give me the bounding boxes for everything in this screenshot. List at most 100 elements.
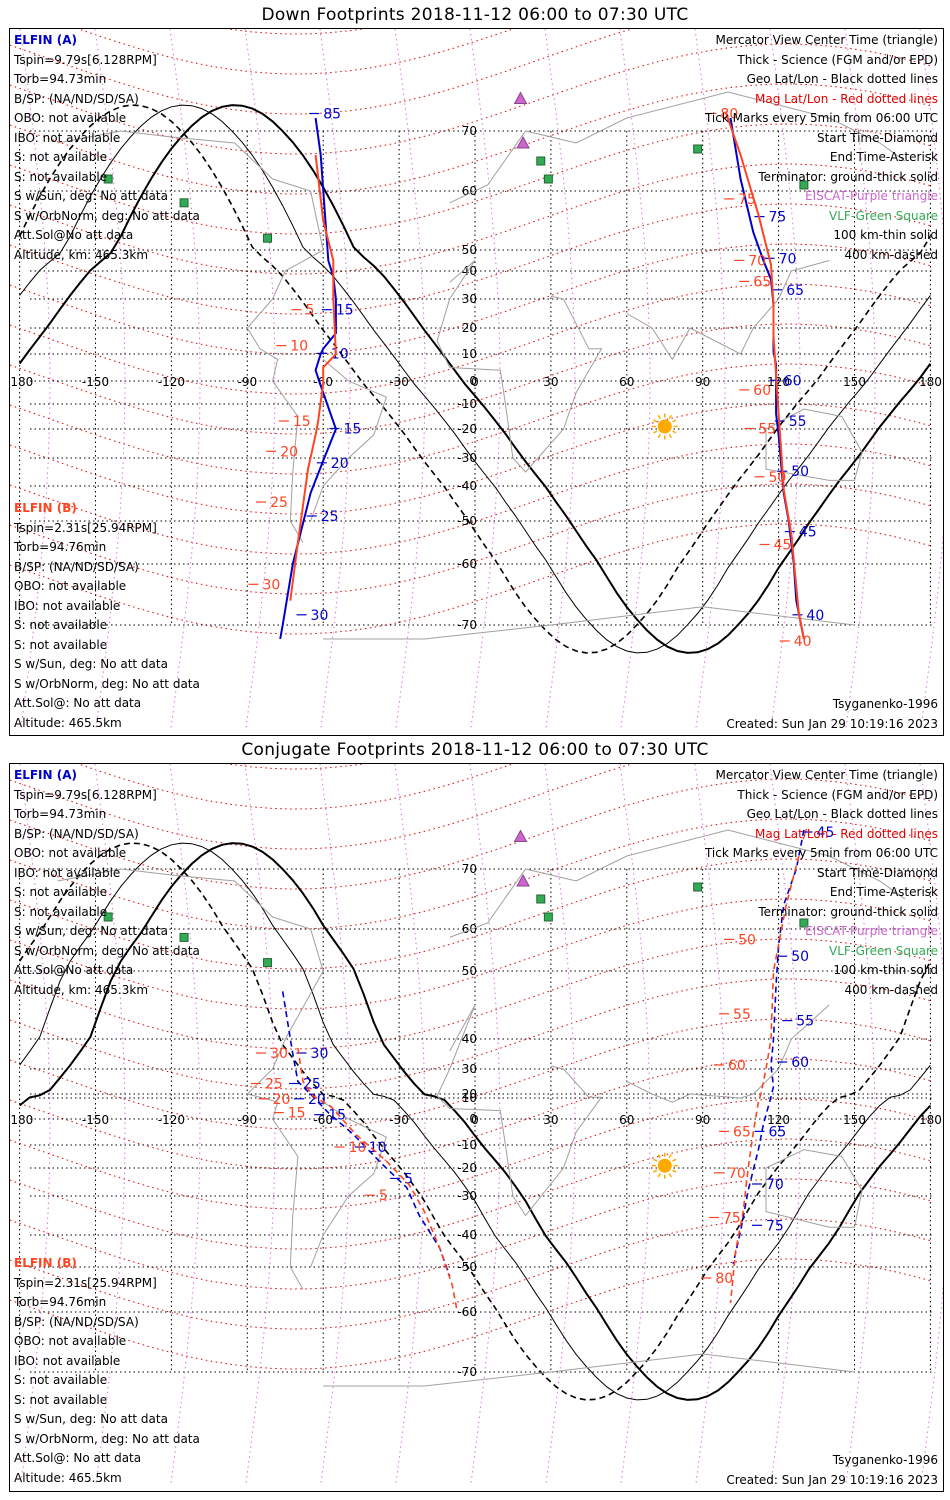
info-line: S: not available (14, 904, 108, 919)
mag-lat-line (10, 483, 931, 595)
tick-label: 40 (806, 608, 824, 624)
mag-lat-line (10, 323, 931, 435)
info-line: S: not available (14, 637, 108, 652)
info-line: S: not available (14, 1392, 108, 1407)
tick-label: 5 (305, 303, 314, 319)
mag-lat-line (10, 1098, 931, 1210)
mag-lon-line (394, 764, 426, 1485)
legend: Mercator View Center Time (triangle) Thi… (705, 766, 938, 1000)
sun-ray (653, 419, 658, 423)
mag-lat-line (10, 1138, 931, 1250)
mag-lat-line (10, 43, 931, 155)
tick-label: 30 (311, 608, 329, 624)
elfin-a-header: ELFIN (A) (14, 768, 77, 782)
legend-line: EISCAT-Purple triangle (805, 924, 938, 938)
info-line: Att.Sol@: No att data (14, 1451, 142, 1465)
tick-label: 75 (768, 210, 786, 226)
lat-tick-label: -10 (457, 1138, 477, 1152)
elfin-a-info: ELFIN (A) Tspin=9.79s[6.128RPM] Torb=94.… (14, 766, 200, 1000)
info-line: Torb=94.73min (14, 807, 107, 821)
sun-icon (651, 413, 678, 440)
mag-lon-line (469, 29, 501, 730)
info-line: OBO: not available (14, 111, 127, 125)
lat-tick-label: -10 (457, 397, 477, 411)
lon-tick-label: 120 (767, 375, 790, 389)
coastline (436, 1004, 603, 1217)
sun-ray (657, 433, 661, 439)
mag-lat-line (10, 778, 931, 890)
mag-lon-line (19, 764, 51, 1485)
coastline (765, 408, 863, 481)
mag-lat-line (77, 764, 515, 810)
vlf-square (799, 918, 809, 928)
legend-line: Geo Lat/Lon - Black dotted lines (746, 72, 938, 86)
sun-ray (668, 1154, 672, 1159)
mag-lon-line (619, 764, 651, 1485)
lon-tick-label: 90 (695, 1113, 710, 1127)
legend-line: 400 km-dashed (844, 982, 938, 997)
tick-label: 30 (311, 1046, 329, 1062)
legend-line: Mag Lat/Lon - Red dotted lines (754, 826, 938, 841)
lat-tick-label: 40 (462, 264, 477, 278)
lat-tick-label: 0 (469, 374, 477, 388)
tick-label: 45 (817, 825, 835, 841)
mag-lon-line (469, 764, 501, 1485)
coastline (323, 606, 855, 640)
coastline (57, 868, 324, 1290)
tick-label: 15 (336, 303, 354, 319)
tick-label: 15 (328, 1108, 346, 1124)
lat-tick-label: -40 (457, 1228, 477, 1242)
eiscat-triangle (516, 135, 530, 149)
info-line: Att.Sol@No att data (14, 228, 134, 242)
mag-lon-line (919, 764, 943, 1485)
tick-label: 5 (404, 1171, 413, 1187)
lon-tick-label: -150 (82, 1113, 109, 1127)
coastline (449, 829, 906, 938)
info-line: S: not available (14, 169, 108, 184)
sun-ray (672, 1169, 677, 1173)
lat-tick-label: 30 (462, 292, 477, 306)
tick-label: 50 (791, 949, 809, 965)
lat-tick-label: -60 (457, 1305, 477, 1319)
lon-tick-label: -60 (313, 1113, 333, 1127)
legend-line: Mercator View Center Time (triangle) (715, 768, 938, 782)
coastline (626, 1004, 830, 1103)
tick-label: 80 (720, 107, 738, 123)
mag-lon-line (94, 764, 126, 1485)
sun-icon (651, 1152, 678, 1179)
legend-line: Terminator: ground-thick solid (758, 904, 938, 919)
tick-label: 50 (791, 464, 809, 480)
tick-label: 5 (379, 1188, 388, 1204)
lon-tick-label: -180 (10, 375, 33, 389)
mag-lon-line (319, 29, 351, 730)
info-line: Altitude: 465.5km (14, 715, 122, 730)
info-line: Altitude, km: 465.3km (14, 982, 149, 997)
mag-lon-line (694, 29, 726, 730)
lon-tick-label: -120 (158, 1113, 185, 1127)
mag-lat-line (10, 764, 634, 850)
tick-label: 70 (779, 251, 797, 267)
elfin-a-header: ELFIN (A) (14, 33, 77, 47)
down-footprints-panel: -180 -150 -120 -90 -60 -30 0 30 60 90 120 150 180 70 6… (9, 28, 944, 736)
vlf-square (536, 156, 546, 166)
mag-lon-line (244, 29, 276, 730)
mag-lat-line (10, 1058, 931, 1170)
map-canvas: -180 -150 -120 -90 -60 -30 0 30 60 90 120 150 180 70 6… (10, 29, 943, 730)
info-line: IBO: not available (14, 1353, 121, 1368)
legend-line: 100 km-thin solid (833, 228, 938, 242)
legend-line: EISCAT-Purple triangle (805, 189, 938, 203)
mag-lon-line (319, 764, 351, 1485)
created-label: Created: Sun Jan 29 10:19:16 2023 (726, 1473, 938, 1487)
legend-line: VLF-Green Square (829, 208, 938, 223)
lon-tick-label: 180 (919, 1113, 942, 1127)
lon-tick-label: -30 (389, 1113, 409, 1127)
mag-lon-line (169, 29, 201, 730)
info-line: S w/OrbNorm, deg: No att data (14, 676, 200, 691)
lon-tick-label: 0 (471, 1113, 479, 1127)
vlf-square (263, 233, 273, 243)
elfin-a-info: ELFIN (A) Tspin=9.79s[6.128RPM] Torb=94.… (14, 31, 200, 265)
lon-tick-label: -120 (158, 375, 185, 389)
tick-label: 20 (331, 456, 349, 472)
legend-line: 100 km-thin solid (833, 963, 938, 977)
vlf-square (103, 912, 113, 922)
